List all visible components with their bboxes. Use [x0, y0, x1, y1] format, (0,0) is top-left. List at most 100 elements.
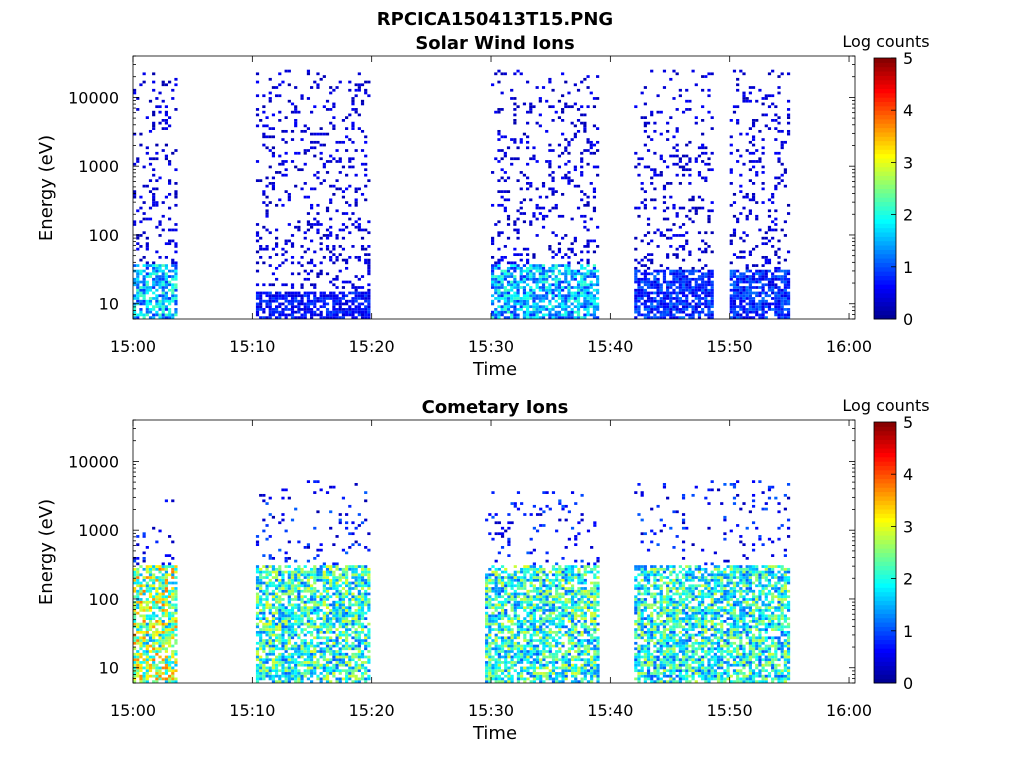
heatmap-cell	[325, 209, 330, 213]
heatmap-cell	[284, 283, 288, 287]
heatmap-cell	[707, 157, 711, 161]
heatmap-cell	[171, 603, 175, 607]
heatmap-cell	[316, 72, 320, 76]
heatmap-cell	[133, 595, 137, 599]
heatmap-cell	[325, 565, 330, 568]
heatmap-cell	[136, 570, 140, 574]
colorbar-segment	[874, 149, 896, 155]
heatmap-cell	[357, 113, 361, 117]
heatmap-cell	[538, 280, 542, 284]
heatmap-cell	[697, 297, 702, 300]
heatmap-cell	[145, 625, 149, 629]
heatmap-cell	[155, 680, 159, 683]
heatmap-cell	[710, 299, 714, 303]
heatmap-cell	[367, 94, 371, 98]
heatmap-cell	[310, 223, 314, 226]
heatmap-cell	[541, 214, 546, 218]
heatmap-cell	[335, 310, 339, 314]
heatmap-cell	[168, 313, 172, 317]
heatmap-cell	[313, 628, 317, 631]
heatmap-cell	[145, 661, 149, 664]
heatmap-cell	[158, 633, 162, 637]
heatmap-cell	[268, 611, 272, 615]
heatmap-cell	[678, 297, 682, 300]
heatmap-cell	[513, 97, 517, 100]
heatmap-cell	[561, 236, 565, 240]
heatmap-cell	[761, 171, 765, 174]
heatmap-cell	[354, 173, 358, 177]
heatmap-cell	[348, 567, 352, 571]
heatmap-cell	[586, 264, 590, 267]
heatmap-cell	[142, 592, 146, 596]
heatmap-cell	[297, 305, 301, 309]
heatmap-cell	[748, 198, 752, 202]
heatmap-cell	[567, 264, 571, 267]
heatmap-cell	[777, 160, 781, 163]
heatmap-cell	[275, 584, 279, 588]
heatmap-cell	[364, 617, 368, 620]
heatmap-cell	[148, 308, 153, 311]
colorbar-segment	[874, 301, 896, 307]
heatmap-cell	[310, 308, 314, 311]
heatmap-cell	[155, 650, 159, 653]
heatmap-cell	[313, 578, 317, 582]
heatmap-cell	[354, 255, 358, 259]
heatmap-cell	[348, 663, 352, 667]
heatmap-cell	[332, 576, 336, 579]
heatmap-cell	[364, 633, 368, 637]
heatmap-cell	[786, 310, 791, 314]
heatmap-cell	[500, 280, 504, 284]
heatmap-cell	[265, 565, 269, 568]
heatmap-cell	[294, 151, 298, 155]
heatmap-cell	[666, 302, 670, 306]
heatmap-cell	[678, 266, 682, 270]
heatmap-cell	[300, 652, 304, 656]
heatmap-cell	[697, 294, 702, 298]
heatmap-cell	[736, 83, 740, 87]
heatmap-cell	[338, 589, 342, 593]
heatmap-cell	[764, 310, 768, 314]
heatmap-cell	[335, 641, 339, 645]
heatmap-cell	[155, 639, 159, 642]
colorbar-segment	[874, 75, 896, 81]
heatmap-cell	[364, 669, 368, 673]
heatmap-cell	[761, 151, 765, 155]
heatmap-cell	[284, 258, 288, 262]
heatmap-cell	[592, 305, 597, 309]
heatmap-cell	[567, 313, 571, 317]
heatmap-cell	[701, 132, 705, 136]
heatmap-cell	[357, 644, 361, 648]
heatmap-cell	[161, 633, 165, 637]
heatmap-cell	[710, 288, 714, 292]
heatmap-cell	[564, 149, 568, 152]
heatmap-cell	[485, 666, 489, 670]
heatmap-cell	[136, 622, 140, 626]
heatmap-cell	[142, 535, 146, 538]
heatmap-cell	[161, 639, 165, 642]
heatmap-cell	[275, 644, 279, 648]
heatmap-cell	[357, 630, 361, 634]
heatmap-cell	[325, 644, 330, 648]
heatmap-cell	[681, 294, 686, 298]
heatmap-cell	[303, 310, 307, 314]
heatmap-cell	[325, 132, 330, 136]
heatmap-cell	[316, 212, 320, 215]
heatmap-cell	[325, 666, 330, 670]
heatmap-cell	[596, 269, 600, 273]
heatmap-cell	[319, 600, 323, 604]
heatmap-cell	[596, 149, 600, 152]
heatmap-cell	[310, 625, 314, 629]
heatmap-cell	[360, 606, 365, 610]
heatmap-cell	[767, 261, 772, 265]
heatmap-cell	[758, 269, 762, 273]
heatmap-cell	[729, 269, 733, 273]
heatmap-cell	[171, 636, 175, 640]
heatmap-cell	[783, 302, 787, 306]
heatmap-cell	[485, 581, 489, 585]
heatmap-cell	[567, 305, 571, 309]
heatmap-cell	[345, 521, 349, 525]
heatmap-cell	[306, 291, 311, 295]
heatmap-cell	[145, 565, 149, 568]
heatmap-cell	[685, 297, 689, 300]
heatmap-cell	[290, 272, 295, 276]
